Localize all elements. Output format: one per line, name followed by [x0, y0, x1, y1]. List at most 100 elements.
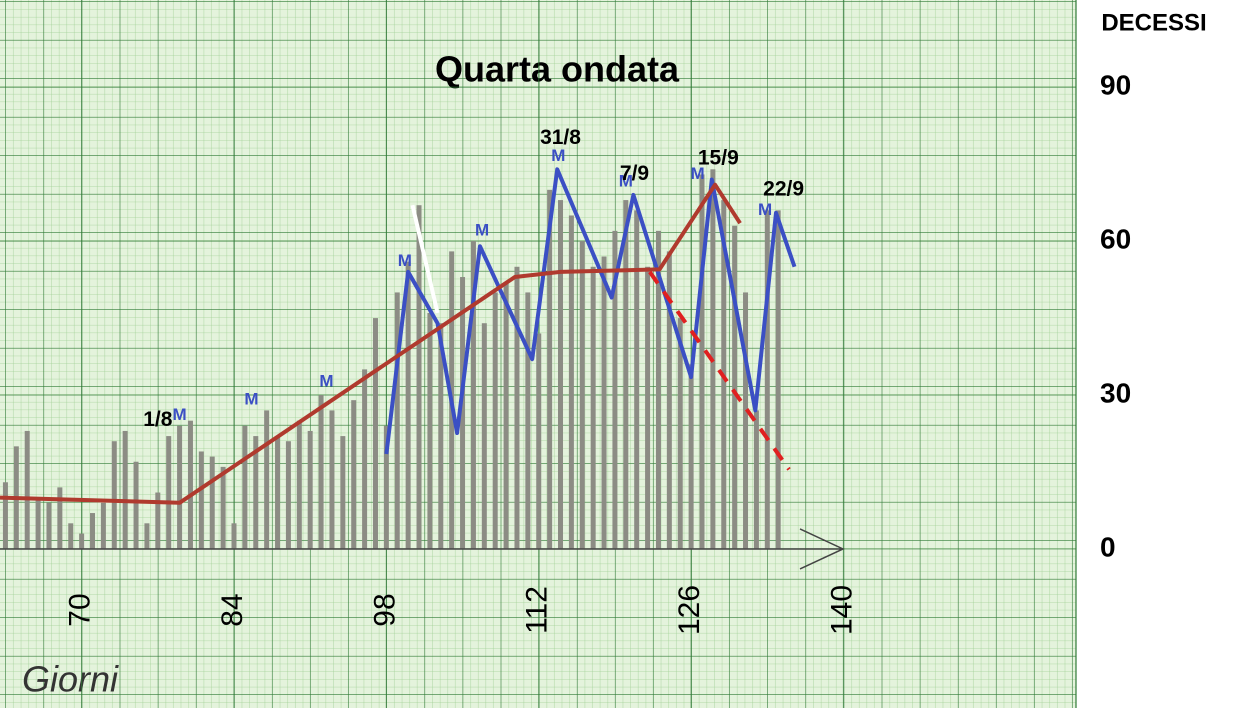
- marker-label: M: [691, 164, 705, 183]
- bar: [775, 210, 781, 549]
- marker-label: M: [758, 200, 772, 219]
- bar: [579, 241, 585, 549]
- bar: [285, 441, 291, 549]
- bar: [427, 312, 433, 549]
- bar: [743, 292, 749, 549]
- x-axis: [0, 528, 845, 570]
- chart-title: Quarta ondata: [435, 49, 680, 90]
- date-annotation: 7/9: [620, 162, 649, 185]
- marker-label: M: [619, 172, 633, 191]
- date-annotation: 31/8: [540, 126, 581, 149]
- bar: [242, 425, 248, 549]
- bar: [536, 333, 542, 549]
- x-tick-label: 112: [521, 586, 554, 634]
- bar: [590, 266, 596, 549]
- x-tick-label: 98: [368, 593, 401, 626]
- bar: [470, 241, 476, 549]
- marker-label: M: [244, 390, 258, 409]
- bar: [90, 513, 96, 549]
- y-axis-label: DECESSI: [1101, 9, 1206, 36]
- bar: [35, 497, 41, 549]
- bar: [492, 292, 498, 549]
- bar: [405, 261, 411, 549]
- axis-panel: [1076, 0, 1244, 708]
- bar: [612, 230, 618, 549]
- trend-line: [0, 182, 742, 505]
- bar: [111, 441, 117, 549]
- bar: [351, 400, 357, 549]
- bar: [525, 292, 531, 549]
- x-tick-label: 126: [673, 585, 706, 635]
- bar: [307, 430, 313, 549]
- date-annotation: 22/9: [763, 177, 804, 200]
- bar: [133, 461, 139, 549]
- bar: [753, 410, 759, 549]
- bar: [187, 420, 193, 549]
- marker-label: M: [172, 405, 186, 424]
- bar: [275, 436, 281, 549]
- marker-label: M: [319, 372, 333, 391]
- bar: [264, 410, 270, 549]
- bar: [394, 292, 400, 549]
- bar: [601, 256, 607, 549]
- bar: [329, 410, 335, 549]
- bar: [209, 456, 215, 549]
- x-tick-label: 140: [825, 585, 858, 635]
- marker-label: M: [398, 251, 412, 270]
- bar: [296, 420, 302, 549]
- trend-line: [410, 204, 440, 314]
- bar: [623, 200, 629, 549]
- y-tick-label: 30: [1100, 377, 1131, 408]
- bar: [253, 436, 259, 549]
- bar: [122, 430, 128, 549]
- bar: [362, 369, 368, 549]
- trend-line: [648, 270, 791, 471]
- bar: [481, 323, 487, 549]
- bar: [416, 205, 422, 549]
- bar: [2, 482, 8, 549]
- bar: [568, 215, 574, 549]
- bar: [764, 210, 770, 549]
- bar: [231, 523, 237, 549]
- bar: [198, 451, 204, 549]
- bar: [514, 266, 520, 549]
- y-tick-label: 90: [1100, 70, 1131, 101]
- bar: [634, 210, 640, 549]
- bar: [460, 277, 466, 549]
- bar: [383, 425, 389, 549]
- bar: [645, 266, 651, 549]
- bar: [68, 523, 74, 549]
- x-tick-label: 84: [216, 593, 249, 626]
- bar: [79, 533, 85, 549]
- bar: [372, 318, 378, 549]
- bar: [732, 225, 738, 549]
- bar: [57, 487, 63, 549]
- x-tick-label: 70: [64, 593, 97, 626]
- bar: [340, 436, 346, 549]
- bar: [100, 502, 106, 549]
- bar: [166, 436, 172, 549]
- bar: [155, 492, 161, 549]
- bar: [46, 502, 52, 549]
- x-axis-label: Giorni: [22, 659, 119, 700]
- trend-line: [384, 167, 797, 455]
- bar: [318, 395, 324, 549]
- bar: [24, 430, 30, 549]
- bar: [666, 251, 672, 549]
- y-tick-label: 0: [1100, 531, 1116, 562]
- bar: [677, 318, 683, 549]
- date-annotation: 1/8: [143, 408, 173, 431]
- bar: [558, 200, 564, 549]
- marker-label: M: [475, 220, 489, 239]
- y-tick-label: 60: [1100, 224, 1131, 255]
- bar: [177, 425, 183, 549]
- bar: [688, 364, 694, 549]
- bar: [220, 466, 226, 549]
- bar: [144, 523, 150, 549]
- marker-label: M: [551, 146, 565, 165]
- bar: [655, 230, 661, 549]
- date-annotation: 15/9: [698, 147, 739, 170]
- bar: [699, 174, 705, 549]
